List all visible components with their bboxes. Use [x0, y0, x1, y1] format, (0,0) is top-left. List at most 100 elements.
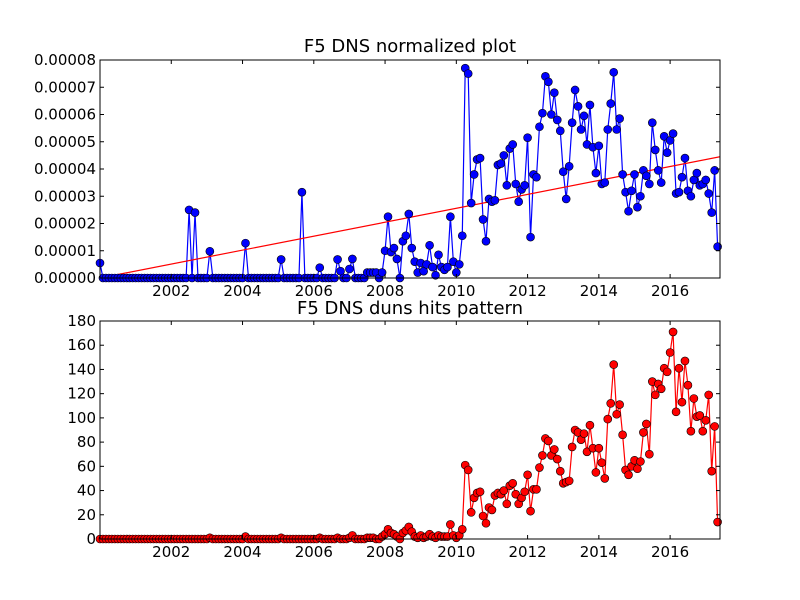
- top-data-point: [345, 264, 354, 274]
- top-chart-axes-frame: [99, 59, 721, 279]
- top-data-point: [674, 187, 684, 197]
- top-data-point: [547, 110, 556, 119]
- bottom-chart-ticks: 2002 2004 2006 2008 2010 2012 2014 2016 0 20 40 60 8…: [67, 312, 720, 561]
- top-data-point: [650, 145, 660, 155]
- bottom-data-point: [710, 422, 719, 431]
- top-data-point: [564, 161, 574, 171]
- top-data-point: [315, 263, 325, 272]
- top-data-point: [680, 153, 690, 163]
- top-data-point: [431, 270, 440, 280]
- top-data-point: [701, 175, 711, 185]
- top-data-point: [514, 197, 523, 206]
- bottom-data-point: [642, 419, 651, 429]
- top-x-tick-label: 2012: [508, 282, 546, 300]
- bottom-data-point: [701, 416, 711, 425]
- top-data-point: [499, 151, 509, 160]
- top-x-tick-label: 2002: [152, 282, 190, 300]
- bottom-data-point: [698, 426, 708, 436]
- top-y-tick-label: 0.00000: [34, 269, 96, 287]
- bottom-x-tick-label: 2016: [651, 543, 689, 561]
- top-chart-ticks: 2002 2004 2006 2008 2010 2012 2014 2016 0.00000 0…: [34, 51, 720, 300]
- top-data-point: [377, 268, 387, 277]
- bottom-data-point: [645, 449, 654, 459]
- top-data-point: [704, 189, 714, 198]
- top-y-tick-label: 0.00007: [34, 78, 96, 96]
- top-data-point: [618, 170, 627, 179]
- bottom-data-point: [603, 414, 613, 424]
- top-data-point: [496, 159, 506, 168]
- bottom-data-point: [704, 390, 714, 400]
- top-data-point: [535, 122, 544, 132]
- bottom-data-point: [446, 520, 455, 529]
- bottom-data-point: [656, 384, 666, 394]
- top-x-tick-label: 2014: [580, 282, 618, 300]
- bottom-data-point: [526, 506, 535, 516]
- bottom-data-point: [532, 485, 541, 494]
- bottom-y-tick-label: 40: [77, 482, 96, 500]
- bottom-data-point: [508, 478, 518, 488]
- top-y-tick-label: 0.00005: [34, 133, 96, 151]
- bottom-y-tick-label: 160: [67, 336, 96, 354]
- top-data-point: [502, 181, 512, 190]
- top-x-tick-label: 2006: [295, 282, 333, 300]
- bottom-data-point: [535, 463, 544, 472]
- bottom-data-point: [624, 470, 633, 480]
- top-data-point: [624, 206, 633, 216]
- top-data-point: [686, 191, 696, 201]
- top-data-point: [333, 255, 342, 264]
- top-data-point: [404, 209, 414, 219]
- bottom-data-point: [487, 505, 497, 515]
- bottom-data-point: [609, 360, 619, 369]
- top-data-point: [552, 115, 562, 125]
- bottom-data-point: [555, 466, 565, 476]
- top-data-point: [591, 168, 601, 178]
- top-data-point: [466, 198, 476, 208]
- bottom-data-point: [544, 436, 553, 446]
- bottom-data-point: [606, 399, 616, 408]
- top-y-tick-label: 0.00002: [34, 215, 96, 233]
- top-data-point: [579, 111, 589, 121]
- bottom-chart-title: F5 DNS duns hits pattern: [297, 298, 523, 319]
- top-data-point: [428, 262, 437, 272]
- bottom-data-point: [594, 443, 604, 453]
- bottom-data-point: [579, 429, 589, 438]
- bottom-data-point: [686, 426, 696, 436]
- top-data-point: [511, 179, 521, 189]
- top-data-point: [603, 125, 613, 134]
- bottom-chart: F5 DNS duns hits pattern 2002 2004 2006 200…: [67, 298, 722, 561]
- top-data-point: [532, 172, 541, 182]
- bottom-x-tick-label: 2002: [152, 543, 190, 561]
- bottom-data-point: [633, 464, 642, 474]
- top-data-point: [454, 260, 464, 269]
- bottom-x-tick-label: 2014: [580, 543, 618, 561]
- bottom-x-tick-label: 2006: [295, 543, 333, 561]
- bottom-data-point: [600, 474, 610, 483]
- top-data-point: [642, 171, 651, 181]
- bottom-data-point: [466, 508, 476, 517]
- top-x-tick-label: 2008: [366, 282, 404, 300]
- bottom-data-point: [523, 470, 532, 480]
- bottom-data-point: [689, 394, 699, 403]
- top-data-point: [508, 140, 518, 149]
- top-data-point: [481, 236, 491, 246]
- top-data-point: [633, 202, 642, 212]
- top-chart: F5 DNS normalized plot 2002 2004 2006 2008 2…: [34, 36, 722, 300]
- top-x-tick-label: 2004: [223, 282, 261, 300]
- bottom-data-point: [457, 525, 467, 534]
- top-y-tick-label: 0.00001: [34, 242, 96, 260]
- bottom-data-point: [680, 356, 690, 366]
- top-data-point: [457, 231, 467, 241]
- bottom-data-point: [478, 511, 488, 521]
- bottom-y-tick-label: 100: [67, 409, 96, 427]
- bottom-data-point: [552, 454, 562, 464]
- top-data-point: [647, 118, 657, 127]
- bottom-y-tick-label: 60: [77, 457, 96, 475]
- top-data-point: [425, 241, 434, 250]
- top-data-point: [609, 67, 619, 77]
- top-data-point: [561, 194, 571, 204]
- top-data-point: [297, 187, 307, 197]
- top-data-point: [606, 99, 616, 108]
- bottom-data-point: [585, 420, 595, 430]
